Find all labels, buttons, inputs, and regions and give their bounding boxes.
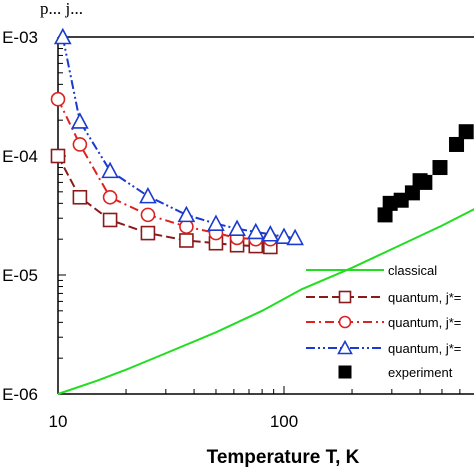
series-4 [377,124,474,223]
series-line [61,36,296,239]
data-point-marker [449,136,465,152]
legend-marker [338,290,352,304]
legend-label: quantum, j*= [388,341,461,356]
data-point-marker [177,205,196,223]
y-tick-label: E-04 [2,147,38,166]
page-top-text: p... j... [40,0,83,18]
x-tick-label: 10 [49,412,68,431]
data-point-marker [140,225,156,241]
series-0 [57,208,474,395]
y-tick-label: E-03 [2,28,38,47]
series-line [57,98,271,241]
data-point-marker [50,91,66,107]
legend-label: experiment [388,365,453,380]
series-2 [50,91,278,247]
data-point-marker [140,207,156,223]
legend-label: classical [388,263,437,278]
series-3 [53,27,304,246]
data-point-marker [404,185,420,201]
legend-label: quantum, j*= [388,315,461,330]
data-point-marker [432,160,448,176]
data-point-marker [246,222,265,240]
x-tick-label: 100 [270,412,298,431]
data-point-marker [286,228,304,246]
data-point-marker [71,112,89,129]
legend-marker [337,339,353,355]
legend-marker [338,365,352,379]
data-point-marker [458,124,474,140]
legend-label: quantum, j*= [388,290,461,305]
data-point-marker [207,214,225,231]
data-point-marker [102,189,118,205]
data-point-marker [102,212,118,228]
x-axis-title: Temperature T, K [207,447,360,468]
series-line [57,208,474,395]
data-point-marker [261,225,280,242]
series-layer [50,27,474,395]
legend-marker [338,315,352,329]
y-tick-label: E-05 [2,266,38,285]
y-tick-label: E-06 [2,385,38,404]
legend: classical quantum, j*= quantum, j*= quantum… [306,263,461,380]
data-point-marker [101,161,119,179]
data-point-marker [72,137,88,152]
data-point-marker [275,227,293,244]
data-point-marker [53,27,72,45]
data-point-marker [417,174,433,190]
data-point-marker [50,148,66,164]
data-point-marker [228,219,246,236]
tick-labels: E-03 E-04 E-05 E-06 10 100 [2,28,298,431]
data-point-marker [139,186,157,204]
data-point-marker [72,189,88,205]
data-point-marker [179,233,194,248]
